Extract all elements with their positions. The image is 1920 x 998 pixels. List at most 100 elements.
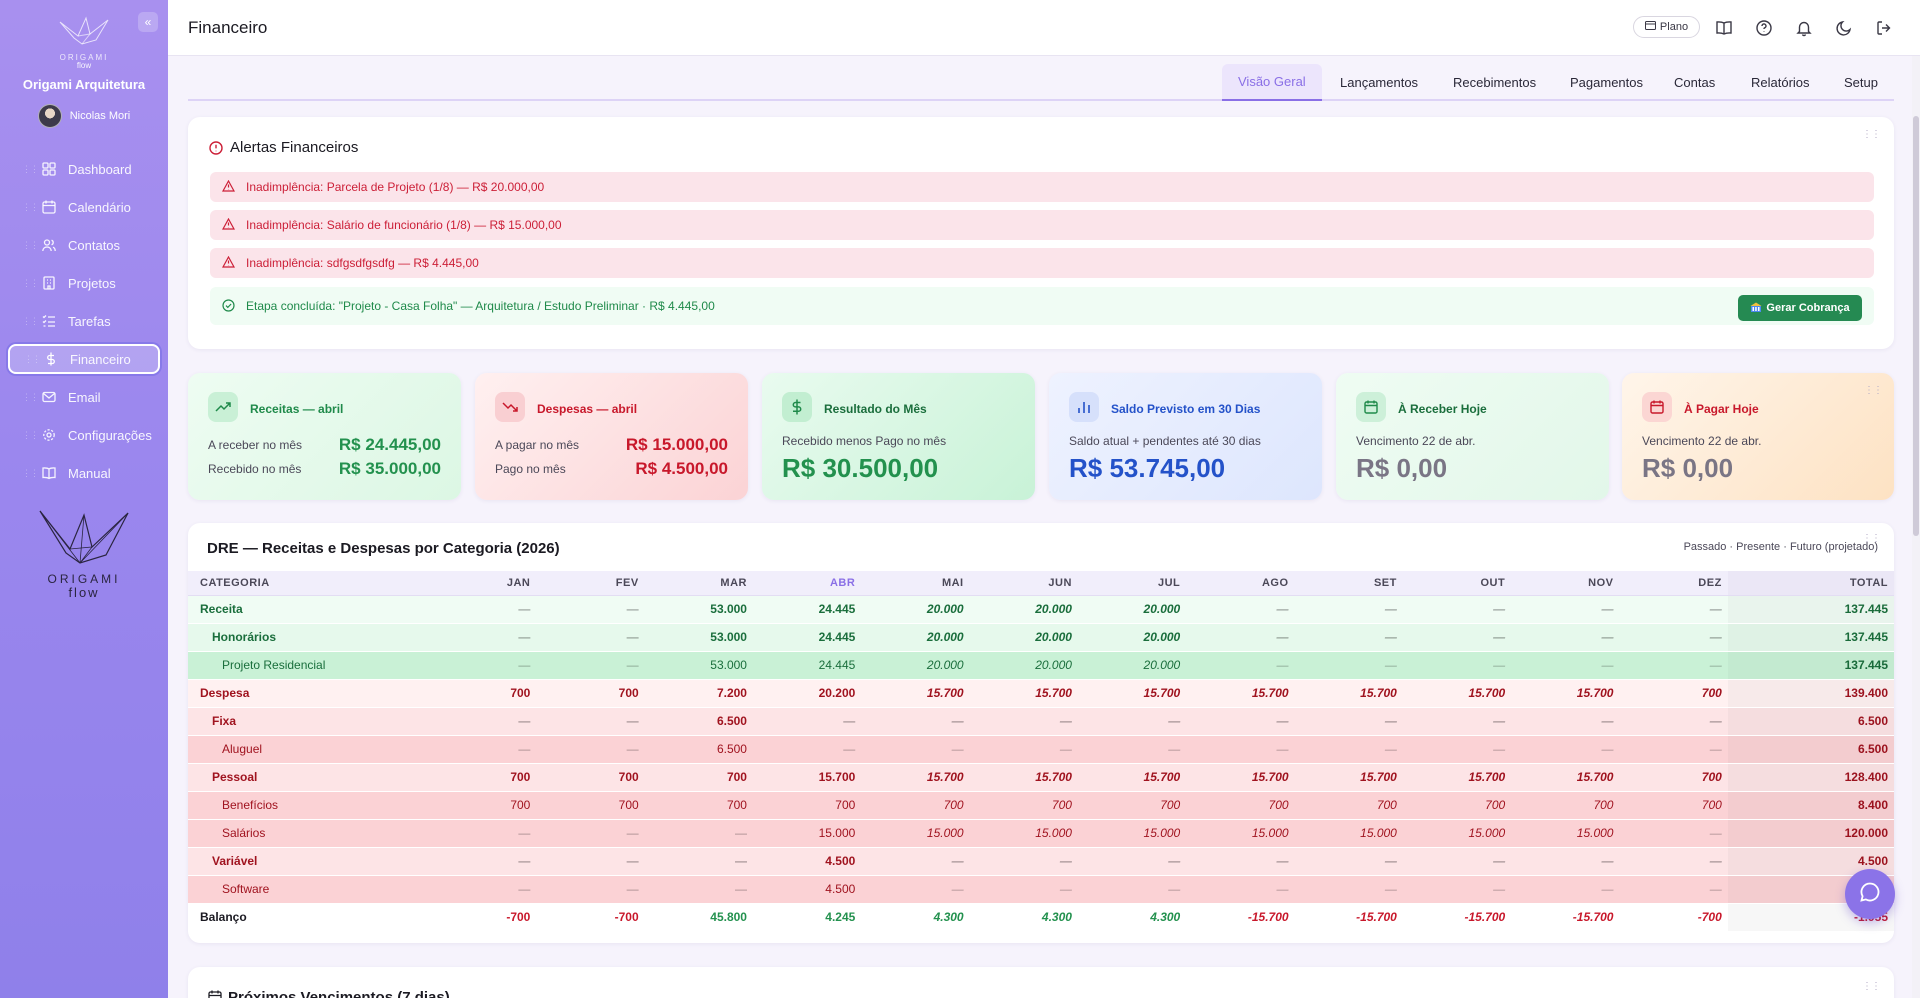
moon-icon[interactable] xyxy=(1833,17,1855,39)
drag-handle-icon[interactable]: ⋮⋮ xyxy=(1862,129,1881,140)
table-row[interactable]: Projeto Residencial — —53.000 24.445 20.000 2… xyxy=(188,651,1894,680)
mail-icon xyxy=(41,389,57,405)
kpi-pagar-hoje: À Pagar Hoje ⋮⋮ Vencimento 22 de abr. R$… xyxy=(1622,373,1894,500)
drag-handle-icon[interactable]: ⋮⋮ xyxy=(1864,385,1883,396)
table-row[interactable]: Fixa — —6.500— — — — — — — — —6.500 xyxy=(188,707,1894,736)
table-cell: — xyxy=(1619,735,1728,764)
table-row[interactable]: Aluguel — —6.500— — — — — — — — —6.500 xyxy=(188,735,1894,764)
table-row[interactable]: Despesa 700 700 7.200 20.200 15.700 15.700 15.7… xyxy=(188,679,1894,708)
avatar[interactable] xyxy=(37,104,62,128)
sidebar-item-label: Email xyxy=(68,389,101,405)
collapse-sidebar-button[interactable]: « xyxy=(138,12,158,32)
drag-handle-icon[interactable]: ⋮⋮ xyxy=(22,467,39,478)
kpi-value: R$ 30.500,00 xyxy=(782,453,939,483)
tab-setup[interactable]: Setup xyxy=(1844,75,1878,90)
user-profile[interactable]: Nicolas Mori xyxy=(0,104,168,128)
trending-up-icon xyxy=(208,392,238,422)
table-cell: 15.700 xyxy=(1511,679,1620,708)
table-row[interactable]: Software———4.500————————4.500 xyxy=(188,875,1894,904)
sidebar-item-projetos[interactable]: ⋮⋮ Projetos xyxy=(8,268,160,298)
tab-relatorios[interactable]: Relatórios xyxy=(1751,75,1810,90)
table-cell: 53.000 xyxy=(644,623,753,652)
table-cell: 700 xyxy=(1186,791,1295,820)
table-cell: — xyxy=(752,735,862,764)
tab-recebimentos[interactable]: Recebimentos xyxy=(1453,75,1537,90)
drag-handle-icon[interactable]: ⋮⋮ xyxy=(22,315,39,326)
table-cell: -15.700 xyxy=(1186,903,1295,932)
table-cell: 120.000 xyxy=(1727,819,1894,848)
alert-success: Etapa concluída: "Projeto - Casa Folha" … xyxy=(210,287,1874,325)
table-cell: 15.700 xyxy=(752,763,862,792)
column-header: ABR xyxy=(752,571,862,596)
alert-success-text: Etapa concluída: "Projeto - Casa Folha" … xyxy=(246,299,715,313)
drag-handle-icon[interactable]: ⋮⋮ xyxy=(22,277,39,288)
sidebar-item-financeiro[interactable]: ⋮⋮ Financeiro xyxy=(8,344,160,374)
table-cell: — xyxy=(1186,595,1295,624)
tab-lancamentos[interactable]: Lançamentos xyxy=(1340,75,1419,90)
table-cell: 137.445 xyxy=(1727,595,1894,624)
dre-table: CATEGORIA JAN FEV MAR ABR MAI JUN JUL AGO SET OUT N… xyxy=(188,571,1894,932)
alert-item[interactable]: Inadimplência: sdfgsdfgsdfg — R$ 4.445,0… xyxy=(210,248,1874,278)
dollar-icon xyxy=(43,351,59,367)
generate-charge-button[interactable]: Gerar Cobrança xyxy=(1738,295,1862,321)
kpi-value: R$ 35.000,00 xyxy=(338,459,441,478)
sidebar-item-calendario[interactable]: ⋮⋮ Calendário xyxy=(8,192,160,222)
help-icon[interactable] xyxy=(1753,17,1775,39)
kpi-saldo-previsto: Saldo Previsto em 30 Dias Saldo atual + … xyxy=(1049,373,1322,500)
table-cell: 700 xyxy=(1511,791,1620,820)
drag-handle-icon[interactable]: ⋮⋮ xyxy=(22,239,39,250)
tab-contas[interactable]: Contas xyxy=(1674,75,1716,90)
alert-item[interactable]: Inadimplência: Salário de funcionário (1… xyxy=(210,210,1874,240)
table-cell: — xyxy=(644,819,753,848)
alert-item[interactable]: Inadimplência: Parcela de Projeto (1/8) … xyxy=(210,172,1874,202)
table-cell: 15.000 xyxy=(1186,819,1295,848)
kpi-despesas: Despesas — abril A pagar no mês R$ 15.00… xyxy=(475,373,748,500)
row-label: Aluguel xyxy=(188,735,429,764)
building-icon xyxy=(41,275,57,291)
drag-handle-icon[interactable]: ⋮⋮ xyxy=(22,391,39,402)
table-row[interactable]: Receita — —53.000 24.445 20.000 20.000 20.000—… xyxy=(188,595,1894,624)
table-row[interactable]: Honorários — —53.000 24.445 20.000 20.000 20.0… xyxy=(188,623,1894,652)
scrollbar[interactable] xyxy=(1912,56,1920,998)
tab-visao-geral[interactable]: Visão Geral xyxy=(1222,64,1322,101)
table-cell: — xyxy=(428,735,537,764)
sidebar-item-dashboard[interactable]: ⋮⋮ Dashboard xyxy=(8,154,160,184)
row-label: Fixa xyxy=(188,707,429,736)
sidebar-item-label: Calendário xyxy=(68,199,131,215)
scrollbar-thumb[interactable] xyxy=(1913,116,1919,536)
table-cell: 4.300 xyxy=(861,903,970,932)
table-cell: 15.700 xyxy=(969,763,1078,792)
table-cell: — xyxy=(1402,595,1512,624)
drag-handle-icon[interactable]: ⋮⋮ xyxy=(22,201,39,212)
table-row[interactable]: Balanço -700 -700 45.800 4.245 4.300 4.300 4.30… xyxy=(188,903,1894,932)
sidebar-item-configuracoes[interactable]: ⋮⋮ Configurações xyxy=(8,420,160,450)
sidebar-item-tarefas[interactable]: ⋮⋮ Tarefas xyxy=(8,306,160,336)
table-cell: — xyxy=(536,623,645,652)
drag-handle-icon[interactable]: ⋮⋮ xyxy=(1862,981,1881,992)
drag-handle-icon[interactable]: ⋮⋮ xyxy=(24,353,41,364)
column-header: OUT xyxy=(1402,571,1512,596)
tab-pagamentos[interactable]: Pagamentos xyxy=(1570,75,1643,90)
drag-handle-icon[interactable]: ⋮⋮ xyxy=(22,429,39,440)
dollar-icon xyxy=(782,392,812,422)
plan-button[interactable]: Plano xyxy=(1633,16,1700,38)
bell-icon[interactable] xyxy=(1793,17,1815,39)
sidebar-item-manual[interactable]: ⋮⋮ Manual xyxy=(8,458,160,488)
chat-button[interactable] xyxy=(1845,869,1895,919)
sidebar-item-email[interactable]: ⋮⋮ Email xyxy=(8,382,160,412)
table-cell: — xyxy=(1402,651,1512,680)
logout-icon[interactable] xyxy=(1873,17,1895,39)
table-row[interactable]: Salários — — —15.000 15.000 15.000 15.000 15.00… xyxy=(188,819,1894,848)
sidebar-item-contatos[interactable]: ⋮⋮ Contatos xyxy=(8,230,160,260)
table-row[interactable]: Pessoal 700 700 700 15.700 15.700 15.700 15.700… xyxy=(188,763,1894,792)
table-cell: — xyxy=(1186,735,1295,764)
table-row[interactable]: Variável — — —4.500— — — — — — — —4.500 xyxy=(188,847,1894,876)
table-cell: — xyxy=(752,707,862,736)
table-cell: — xyxy=(1294,875,1403,904)
table-cell: 15.000 xyxy=(1511,819,1620,848)
table-cell: — xyxy=(861,847,970,876)
drag-handle-icon[interactable]: ⋮⋮ xyxy=(1862,533,1881,544)
table-row[interactable]: Benefícios 700 700 700 700 700 700 700 700 700 700… xyxy=(188,791,1894,820)
drag-handle-icon[interactable]: ⋮⋮ xyxy=(22,163,39,174)
manual-icon[interactable] xyxy=(1713,17,1735,39)
